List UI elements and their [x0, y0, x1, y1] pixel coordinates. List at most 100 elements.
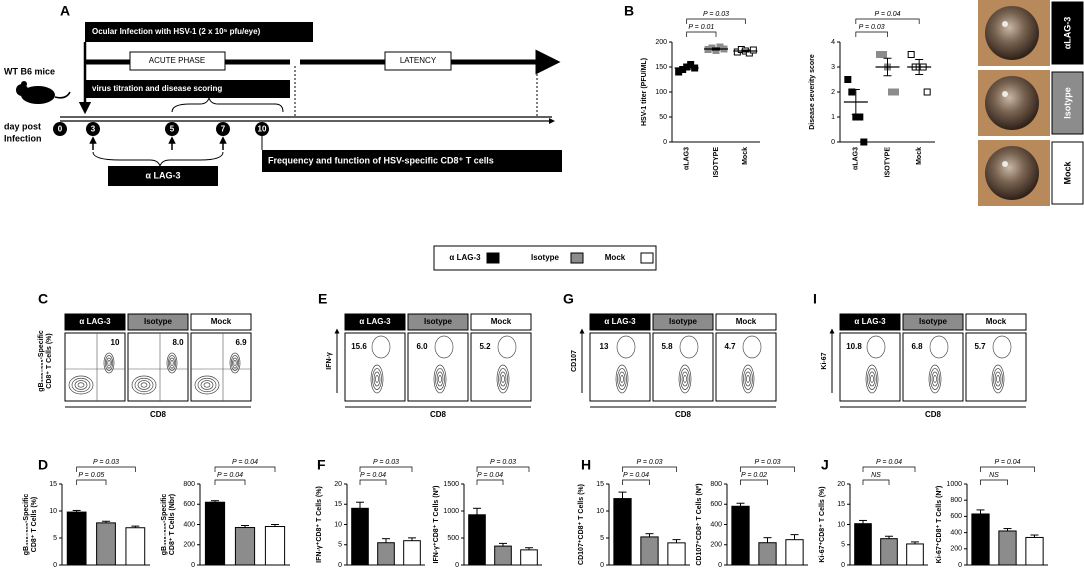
y-axis-label: CD8⁺ T Cells (%): [31, 497, 38, 552]
flow-y-label: IFN-γ: [326, 352, 333, 370]
y-tick-label: 0: [841, 562, 845, 569]
readout-box: [262, 150, 562, 172]
y-tick-label: 5: [53, 535, 57, 542]
gate: [497, 335, 517, 359]
data-point: [749, 46, 757, 54]
gate: [371, 335, 391, 359]
flow-plot: [902, 332, 964, 402]
y-tick-label: 5: [841, 542, 845, 549]
y-tick-label: 10: [49, 508, 57, 515]
x-tick-label: αLAG3: [684, 147, 691, 170]
gate: [742, 335, 762, 359]
contour: [680, 368, 690, 390]
contour: [436, 371, 444, 387]
contour: [233, 360, 237, 366]
contour: [991, 364, 1005, 394]
significance-bracket: [359, 466, 413, 472]
data-point: [844, 76, 852, 83]
infection-label: Ocular Infection with HSV-1 (2 x 10⁵ pfu…: [92, 27, 261, 36]
significance-label: P = 0.04: [876, 459, 902, 466]
mice-label: WT B6 mice: [4, 66, 55, 76]
contour: [74, 380, 88, 390]
significance-bracket: [214, 466, 276, 472]
eye: [985, 6, 1039, 60]
contour: [77, 382, 85, 388]
percent-label: 6.8: [911, 342, 923, 351]
bar: [520, 549, 538, 566]
y-tick-label: 0: [663, 139, 667, 146]
y-tick-label: 800: [950, 497, 962, 504]
day-marker: [86, 122, 100, 136]
x-tick-label: Mock: [742, 147, 749, 165]
significance-label: P = 0.03: [754, 459, 780, 466]
flow-header: [902, 313, 964, 331]
legend-swatch: [570, 252, 584, 264]
day-number: 0: [58, 125, 63, 134]
flow-header: [715, 313, 777, 331]
data-point: [892, 88, 899, 96]
significance-label: P = 0.03: [490, 459, 516, 466]
flow-header: [589, 313, 651, 331]
legend-label: Mock: [605, 253, 626, 262]
contour: [169, 357, 175, 369]
contour: [681, 371, 689, 387]
contour: [375, 375, 379, 383]
bar: [906, 543, 924, 566]
significance-label: P = 0.03: [93, 459, 119, 466]
day-markers: 0 3 5 7 10: [53, 122, 269, 150]
y-tick-label: 400: [950, 529, 962, 536]
data-point: [880, 51, 887, 58]
significance-bracket: [622, 479, 650, 485]
y-axis-label: HSV-1 titer (PFU/ML): [641, 58, 648, 126]
contour: [104, 355, 114, 371]
flow-header-label: Isotype: [424, 317, 453, 326]
mouse-icon: [16, 81, 71, 104]
x-tick-label: αLAG3: [853, 147, 860, 170]
contour: [167, 355, 177, 371]
bar: [234, 527, 256, 566]
y-tick-label: 100: [655, 89, 667, 96]
significance-label: P = 0.04: [360, 472, 386, 479]
y-tick-label: 10: [334, 521, 342, 528]
significance-label: P = 0.04: [874, 11, 900, 18]
flow-header-label: Mock: [736, 317, 757, 326]
significance-bracket: [686, 18, 746, 24]
y-tick-label: 3: [831, 64, 835, 71]
day-number: 5: [170, 125, 175, 134]
flow-header: [190, 313, 252, 331]
day-number: 3: [91, 125, 96, 134]
panel-letter: H: [581, 457, 591, 473]
data-point: [923, 88, 931, 96]
bar: [377, 542, 395, 566]
bar: [613, 498, 632, 566]
eye-photos: αLAG-3 Isotype Mock: [978, 0, 1084, 206]
contour: [501, 375, 505, 383]
flow-plot: [470, 332, 532, 402]
gate: [929, 335, 949, 359]
flow-y-label: CD107: [571, 350, 578, 372]
photo-label: Isotype: [1062, 87, 1072, 119]
contour: [438, 375, 442, 383]
y-axis-label: Ki-67⁺CD8⁺ T Cells (%): [819, 486, 826, 562]
significance-bracket: [686, 31, 717, 37]
percent-label: 4.7: [724, 342, 736, 351]
acute-label: ACUTE PHASE: [149, 56, 205, 65]
y-tick-label: 0: [600, 562, 604, 569]
significance-label: P = 0.01: [688, 24, 714, 31]
significance-label: P = 0.04: [994, 459, 1020, 466]
y-tick-label: 0: [338, 562, 342, 569]
y-tick-label: 600: [183, 501, 195, 508]
percent-label: 15.6: [351, 342, 367, 351]
y-tick-label: 15: [334, 501, 342, 508]
contour: [230, 355, 240, 371]
x-tick-label: Mock: [916, 147, 923, 165]
y-tick-label: 10: [837, 521, 845, 528]
bar: [468, 514, 486, 566]
contour: [496, 364, 510, 394]
flow-plot: [652, 332, 714, 402]
flow-plot: [965, 332, 1027, 402]
percent-label: 5.2: [479, 342, 491, 351]
flow-header: [652, 313, 714, 331]
readout-label: Frequency and function of HSV-specific C…: [268, 155, 494, 165]
y-axis-label: Disease severity score: [809, 54, 816, 130]
